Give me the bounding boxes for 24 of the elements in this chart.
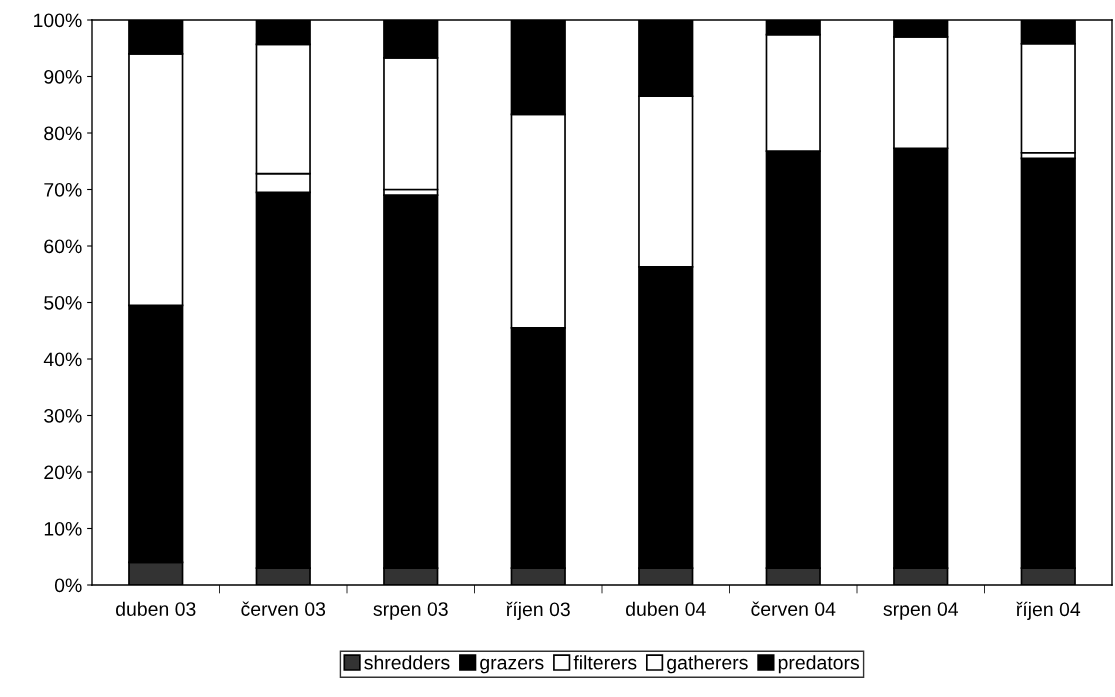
legend-label: grazers xyxy=(480,658,544,674)
x-tick-label: říjen 04 xyxy=(1016,601,1081,621)
x-tick-label: červen 03 xyxy=(241,601,326,616)
legend-label: predators xyxy=(778,655,860,674)
x-tick-label: duben 04 xyxy=(626,601,706,616)
y-tick-label: 90% xyxy=(44,69,82,84)
y-tick-label: 80% xyxy=(44,126,82,141)
x-tick-label: červen 04 xyxy=(751,601,836,616)
y-tick-label: 60% xyxy=(44,239,82,254)
y-tick-label: 100% xyxy=(34,13,82,28)
legend-label: shredders xyxy=(364,655,450,670)
y-tick-label: 20% xyxy=(44,465,82,480)
x-tick-label: říjen 03 xyxy=(506,601,570,621)
y-tick-label: 10% xyxy=(44,521,82,536)
legend-label: gatherers xyxy=(667,655,748,674)
x-tick-label: duben 03 xyxy=(116,601,196,616)
x-tick-label: srpen 04 xyxy=(883,602,959,620)
y-tick-label: 70% xyxy=(44,182,82,197)
x-tick-label: srpen 03 xyxy=(373,602,448,620)
y-tick-label: 30% xyxy=(44,408,82,423)
y-tick-label: 40% xyxy=(43,352,82,367)
y-tick-label: 0% xyxy=(54,578,82,593)
y-tick-label: 50% xyxy=(44,295,82,310)
legend-label: filterers xyxy=(573,655,637,670)
